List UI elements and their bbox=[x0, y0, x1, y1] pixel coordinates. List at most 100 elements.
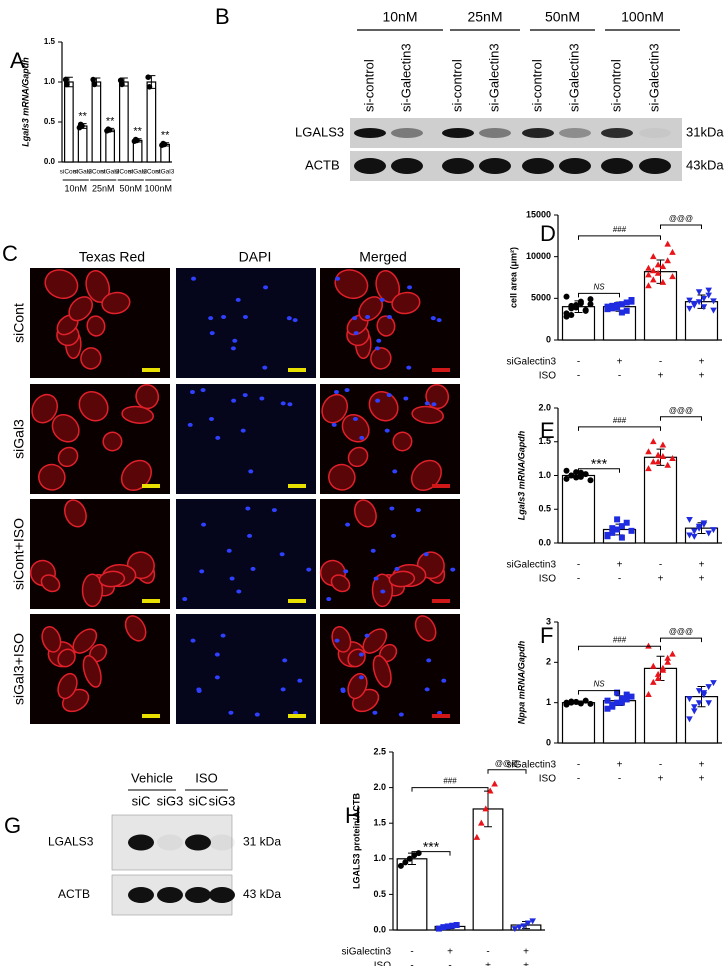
data-point bbox=[650, 253, 657, 260]
nucleus bbox=[259, 396, 265, 401]
annotation-label: NS bbox=[593, 680, 605, 689]
y-tick-label: 0.0 bbox=[44, 157, 56, 166]
cell bbox=[121, 405, 154, 424]
data-point bbox=[563, 313, 570, 320]
bar bbox=[146, 81, 157, 163]
scale-bar bbox=[432, 599, 450, 603]
nucleus bbox=[208, 316, 214, 321]
data-point bbox=[491, 780, 498, 787]
nucleus bbox=[191, 276, 197, 281]
y-tick-label: 3 bbox=[546, 616, 551, 626]
nucleus bbox=[436, 318, 442, 323]
data-point bbox=[91, 81, 98, 88]
row-sign: + bbox=[699, 774, 705, 785]
data-point bbox=[664, 257, 671, 264]
annotation-label: ### bbox=[613, 635, 627, 644]
data-point bbox=[614, 699, 621, 706]
cell bbox=[124, 615, 147, 642]
data-point bbox=[145, 74, 151, 80]
blot-band bbox=[601, 128, 633, 138]
bracket bbox=[411, 787, 489, 792]
row-sign: + bbox=[523, 947, 529, 958]
bracket bbox=[578, 468, 620, 473]
blot-size-label: 43kDa bbox=[686, 157, 724, 172]
blot-band bbox=[442, 158, 474, 174]
micrograph bbox=[30, 383, 170, 494]
data-point bbox=[710, 680, 717, 687]
data-point bbox=[604, 705, 611, 712]
y-tick-label: 2.0 bbox=[373, 782, 386, 792]
data-point bbox=[524, 920, 532, 927]
data-point bbox=[486, 787, 494, 794]
panel-letter: E bbox=[540, 418, 555, 443]
data-point bbox=[609, 525, 616, 532]
blot-band bbox=[601, 158, 633, 174]
bar bbox=[396, 858, 428, 931]
row-header: siCont bbox=[11, 303, 27, 343]
value-label: ** bbox=[161, 130, 170, 142]
cell bbox=[391, 291, 421, 315]
y-tick-label: 0.0 bbox=[373, 924, 386, 934]
micrograph bbox=[176, 384, 316, 494]
data-point bbox=[645, 691, 652, 697]
scale-bar bbox=[142, 599, 160, 603]
cell bbox=[388, 570, 416, 588]
row-sign: - bbox=[618, 774, 621, 785]
cell bbox=[354, 499, 377, 528]
data-point bbox=[411, 852, 418, 859]
cell bbox=[78, 391, 109, 422]
micrograph bbox=[320, 383, 460, 494]
data-point bbox=[618, 301, 625, 308]
nucleus bbox=[196, 687, 202, 692]
row-sign: + bbox=[658, 574, 664, 585]
cell bbox=[40, 574, 61, 593]
data-point bbox=[119, 81, 125, 88]
scale-bar bbox=[432, 714, 450, 718]
row-sign: + bbox=[658, 774, 664, 785]
nucleus bbox=[286, 316, 292, 321]
blot-row-label: LGALS3 bbox=[295, 124, 344, 139]
y-axis-label: Nppa mRNA/Gapdh bbox=[516, 640, 526, 724]
group-label: ISO bbox=[195, 770, 217, 785]
nucleus bbox=[226, 548, 232, 553]
annotation-label: @@@ bbox=[669, 627, 693, 636]
blot-band bbox=[157, 834, 183, 851]
nucleus bbox=[359, 435, 365, 440]
bracket bbox=[411, 851, 451, 856]
lane-label: si-Galectin3 bbox=[566, 43, 581, 112]
data-point bbox=[669, 273, 676, 280]
nucleus bbox=[392, 469, 398, 474]
row-header: siGal3+ISO bbox=[11, 633, 27, 705]
nucleus bbox=[372, 710, 378, 715]
data-point bbox=[710, 307, 717, 314]
blot-band bbox=[391, 128, 423, 138]
nucleus bbox=[271, 508, 277, 513]
nucleus bbox=[220, 633, 226, 638]
y-tick-label: 1.0 bbox=[538, 470, 551, 480]
micrograph bbox=[319, 499, 460, 609]
nucleus bbox=[344, 388, 350, 393]
x-tick-label: siCont bbox=[87, 169, 106, 176]
data-point bbox=[669, 650, 676, 657]
annotation-label: NS bbox=[593, 282, 605, 291]
data-point bbox=[623, 299, 630, 306]
bracket bbox=[578, 690, 620, 695]
error-bar bbox=[697, 686, 706, 708]
data-point bbox=[406, 855, 413, 862]
row-sign: + bbox=[699, 371, 705, 382]
data-point bbox=[650, 438, 657, 445]
y-tick-label: 0.0 bbox=[538, 537, 551, 547]
data-point bbox=[645, 264, 652, 271]
data-point bbox=[650, 276, 657, 283]
micrograph bbox=[176, 268, 316, 378]
cell bbox=[321, 393, 349, 424]
y-tick-label: 5000 bbox=[531, 293, 551, 303]
nucleus bbox=[247, 533, 253, 538]
bar bbox=[77, 125, 88, 163]
cell bbox=[331, 626, 352, 653]
nucleus bbox=[306, 567, 312, 572]
data-point bbox=[453, 922, 460, 929]
nucleus bbox=[214, 652, 220, 657]
cell bbox=[328, 463, 356, 491]
blot-band bbox=[157, 887, 183, 903]
